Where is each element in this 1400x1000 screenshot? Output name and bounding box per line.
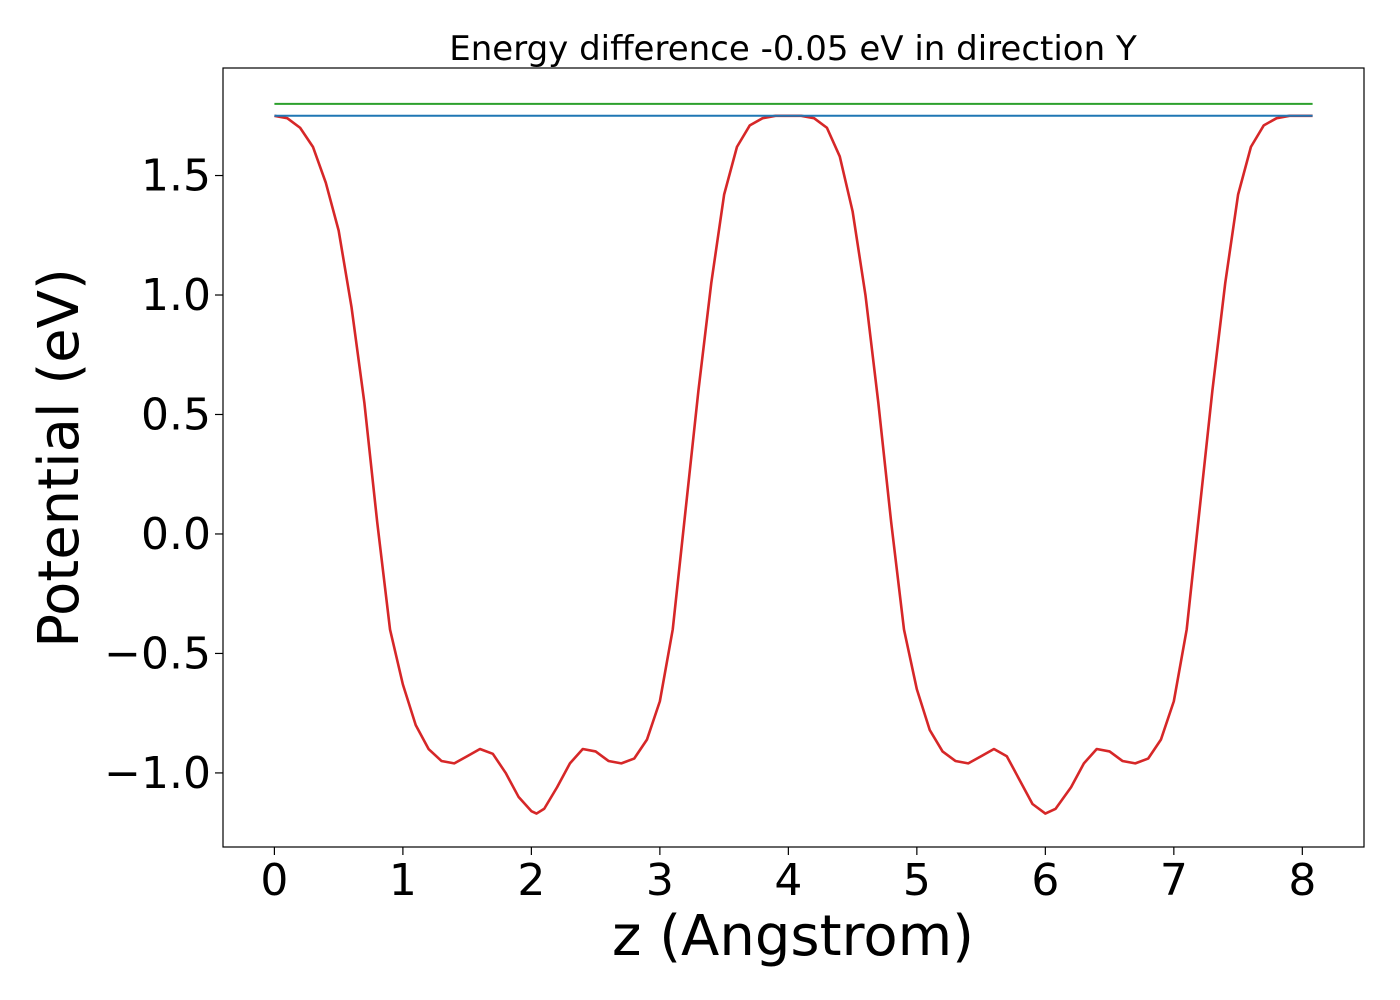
x-tick-label: 3 [646,855,674,906]
y-tick-label: 0.0 [141,509,211,560]
y-axis: −1.0 −0.5 0.0 0.5 1.0 1.5 [104,151,223,799]
y-tick-label: 1.5 [141,151,211,202]
x-tick-label: 8 [1288,855,1316,906]
y-tick-label: −1.0 [104,748,211,799]
x-axis: 0 1 2 3 4 5 6 7 8 [260,847,1316,906]
chart-title: Energy difference -0.05 eV in direction … [449,29,1137,69]
x-tick-label: 1 [389,855,417,906]
y-axis-label: Potential (eV) [27,268,92,648]
x-axis-label: z (Angstrom) [612,904,974,969]
x-tick-label: 4 [774,855,802,906]
x-tick-label: 6 [1031,855,1059,906]
x-tick-label: 5 [903,855,931,906]
x-tick-label: 0 [260,855,288,906]
plot-area [274,102,1313,815]
axes-frame [222,67,1365,848]
y-tick-label: 1.0 [141,270,211,321]
y-tick-label: 0.5 [141,389,211,440]
x-tick-label: 7 [1160,855,1188,906]
x-tick-label: 2 [517,855,545,906]
y-tick-label: −0.5 [104,628,211,679]
series-line-0 [274,114,1313,815]
